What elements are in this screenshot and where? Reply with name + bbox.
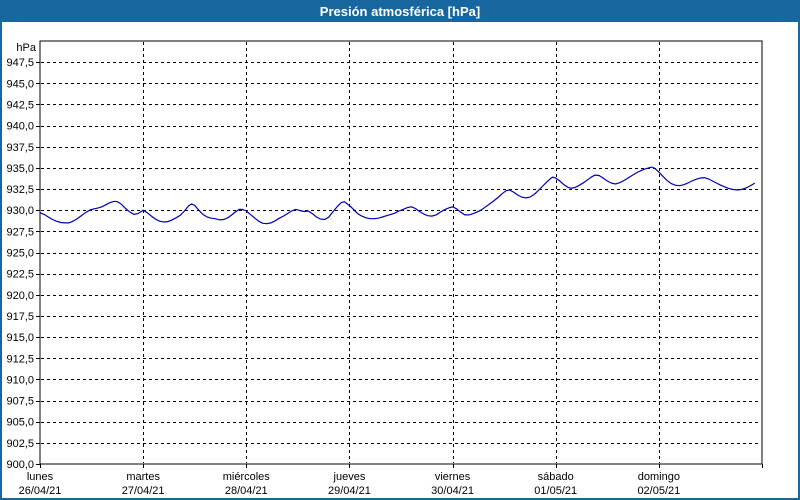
x-date-label: 01/05/21: [534, 485, 577, 497]
y-tick-label: 917,5: [6, 311, 34, 323]
y-tick-label: 937,5: [6, 142, 34, 154]
y-tick-label: 927,5: [6, 226, 34, 238]
x-date-label: 29/04/21: [328, 485, 371, 497]
pressure-series-line: [39, 166, 756, 225]
y-tick-label: 925,0: [6, 248, 34, 260]
y-tick-label: 930,0: [6, 205, 34, 217]
y-tick-label: 947,5: [6, 57, 34, 69]
x-date-label: 27/04/21: [122, 485, 165, 497]
x-weekday-label: viernes: [435, 471, 471, 483]
grid-layer: [36, 42, 763, 468]
y-tick-label: 940,0: [6, 121, 34, 133]
y-tick-label: 900,0: [6, 459, 34, 471]
y-tick-label: 942,5: [6, 99, 34, 111]
x-weekday-label: domingo: [638, 471, 680, 483]
x-weekday-label: miércoles: [223, 471, 271, 483]
y-tick-label: 915,0: [6, 332, 34, 344]
y-axis-unit-label: hPa: [16, 42, 36, 54]
y-tick-label: 910,0: [6, 374, 34, 386]
plot-area: [39, 40, 763, 465]
y-tick-label: 905,0: [6, 417, 34, 429]
y-tick-label: 922,5: [6, 269, 34, 281]
x-date-label: 28/04/21: [225, 485, 268, 497]
y-tick-label: 945,0: [6, 78, 34, 90]
y-tick-label: 935,0: [6, 163, 34, 175]
title-bar: [0, 0, 800, 22]
y-tick-label: 902,5: [6, 438, 34, 450]
y-tick-label: 912,5: [6, 353, 34, 365]
y-tick-label: 920,0: [6, 290, 34, 302]
x-weekday-label: sábado: [538, 471, 574, 483]
x-date-label: 30/04/21: [431, 485, 474, 497]
x-weekday-label: jueves: [333, 471, 366, 483]
x-weekday-label: lunes: [27, 471, 54, 483]
chart-title: Presión atmosférica [hPa]: [320, 4, 480, 19]
y-tick-label: 907,5: [6, 396, 34, 408]
axis-label-layer: 947,5 945,0 942,5 940,0 937,5 935,0 932,5 930,0…: [6, 57, 680, 497]
y-tick-label: 932,5: [6, 184, 34, 196]
x-weekday-label: martes: [126, 471, 160, 483]
x-date-label: 26/04/21: [19, 485, 62, 497]
x-date-label: 02/05/21: [637, 485, 680, 497]
